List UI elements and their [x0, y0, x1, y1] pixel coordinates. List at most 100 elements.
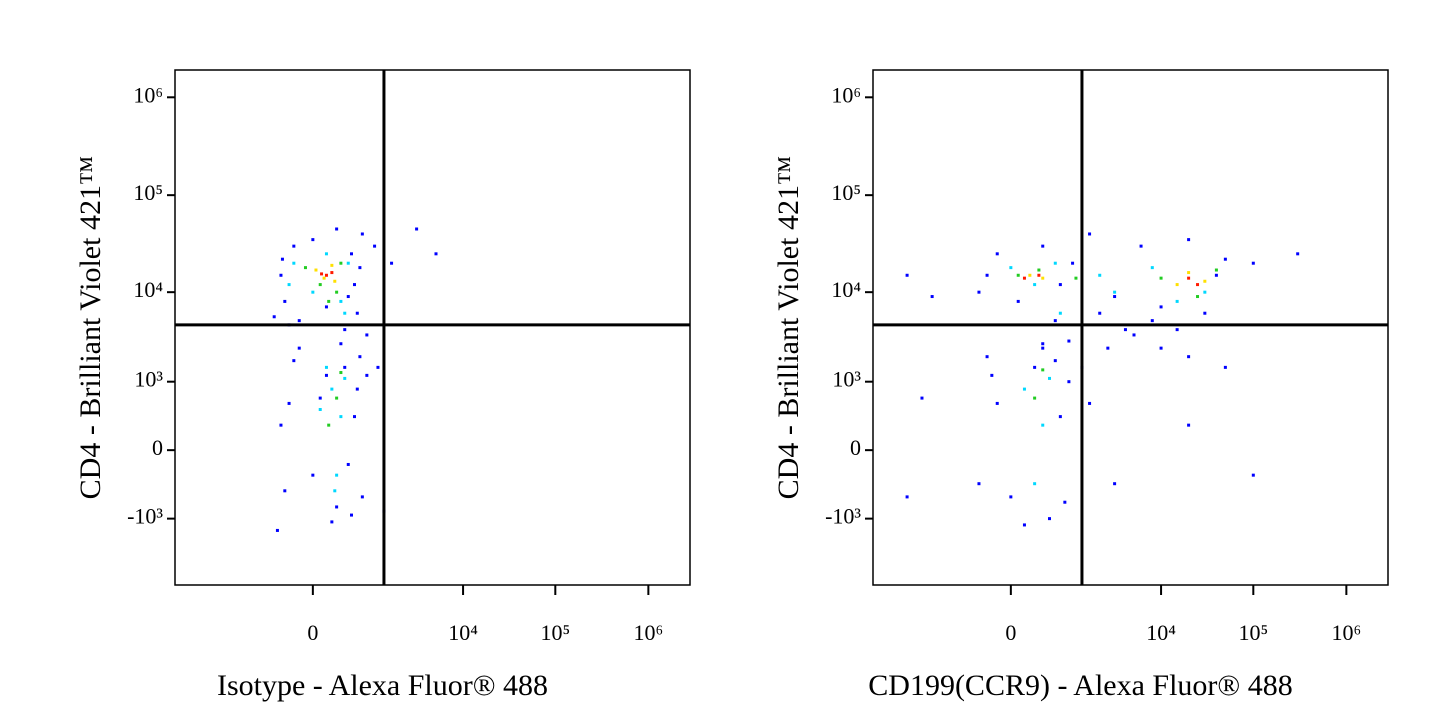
point	[920, 396, 924, 400]
point	[1022, 523, 1026, 527]
point	[360, 232, 364, 236]
point	[1113, 290, 1117, 294]
point	[1106, 346, 1110, 350]
point	[327, 423, 331, 427]
point	[1150, 266, 1154, 270]
x-tick-label: 10⁴	[1146, 620, 1176, 645]
x-tick-label: 0	[307, 620, 318, 645]
x-tick-label: 10⁴	[448, 620, 478, 645]
point	[275, 528, 279, 532]
y-axis-title: CD4 - Brilliant Violet 421™	[74, 156, 107, 500]
point	[1132, 333, 1136, 337]
point	[280, 257, 284, 261]
point	[1159, 276, 1163, 280]
point	[335, 396, 339, 400]
plot-frame	[174, 69, 691, 586]
point	[279, 423, 283, 427]
point	[1214, 268, 1218, 272]
y-tick-label: 10⁴	[133, 277, 163, 302]
point	[1041, 244, 1045, 248]
point	[373, 244, 377, 248]
point	[1058, 283, 1062, 287]
point	[339, 261, 343, 265]
point	[287, 401, 291, 405]
point	[330, 271, 334, 275]
point	[415, 227, 419, 231]
point	[1187, 355, 1191, 359]
y-tick-label: 10⁵	[831, 180, 861, 205]
point	[1009, 495, 1013, 499]
point	[905, 273, 909, 277]
point	[995, 401, 999, 405]
point	[311, 473, 315, 477]
point	[1187, 238, 1191, 242]
point	[314, 268, 318, 272]
point	[1067, 380, 1071, 384]
y-tick-label: -10³	[825, 504, 861, 529]
point	[358, 266, 362, 270]
point	[349, 513, 353, 517]
panel: -10³ 0 10³ 10⁴ 10⁵ 10⁶ 0 10⁴ 10⁵ 10⁶ CD199(CCR9) -…	[772, 69, 1389, 702]
y-tick-label: 10⁶	[831, 82, 861, 107]
point	[352, 415, 356, 419]
point	[376, 365, 380, 369]
point	[343, 365, 347, 369]
point	[339, 342, 343, 346]
point	[1028, 273, 1032, 277]
point	[1037, 268, 1041, 272]
x-axis-title: CD199(CCR9) - Alexa Fluor® 488	[868, 669, 1292, 702]
plot-frame	[872, 69, 1389, 586]
point	[360, 495, 364, 499]
x-tick-label: 10⁶	[634, 620, 664, 645]
point	[339, 299, 343, 303]
point	[272, 315, 276, 319]
point	[1016, 299, 1020, 303]
point	[311, 238, 315, 242]
point	[330, 263, 334, 267]
point	[1196, 283, 1200, 287]
point	[1016, 273, 1020, 277]
point	[1063, 500, 1067, 504]
point	[1203, 279, 1207, 283]
point	[1053, 261, 1057, 265]
point	[1041, 342, 1045, 346]
point	[1098, 273, 1102, 277]
point	[1187, 271, 1191, 275]
point	[318, 396, 322, 400]
point	[1033, 283, 1037, 287]
point	[333, 489, 337, 493]
point	[303, 266, 307, 270]
point	[349, 252, 353, 256]
point	[343, 376, 347, 380]
point	[311, 290, 315, 294]
point	[1033, 365, 1037, 369]
point	[990, 373, 994, 377]
point	[390, 261, 394, 265]
point	[358, 355, 362, 359]
point	[335, 505, 339, 509]
point	[346, 462, 350, 466]
point	[292, 244, 296, 248]
point	[339, 415, 343, 419]
point	[1058, 311, 1062, 315]
point	[1251, 473, 1255, 477]
point	[1223, 365, 1227, 369]
point	[327, 299, 331, 303]
point	[355, 387, 359, 391]
point	[1033, 396, 1037, 400]
point	[1113, 295, 1117, 299]
point	[335, 290, 339, 294]
point	[1187, 276, 1191, 280]
point	[352, 283, 356, 287]
point	[335, 227, 339, 231]
point	[1296, 252, 1300, 256]
point	[1139, 244, 1143, 248]
point	[1041, 276, 1045, 280]
point	[1175, 283, 1179, 287]
point	[1053, 319, 1057, 323]
point	[977, 290, 981, 294]
point	[330, 387, 334, 391]
point	[365, 333, 369, 337]
